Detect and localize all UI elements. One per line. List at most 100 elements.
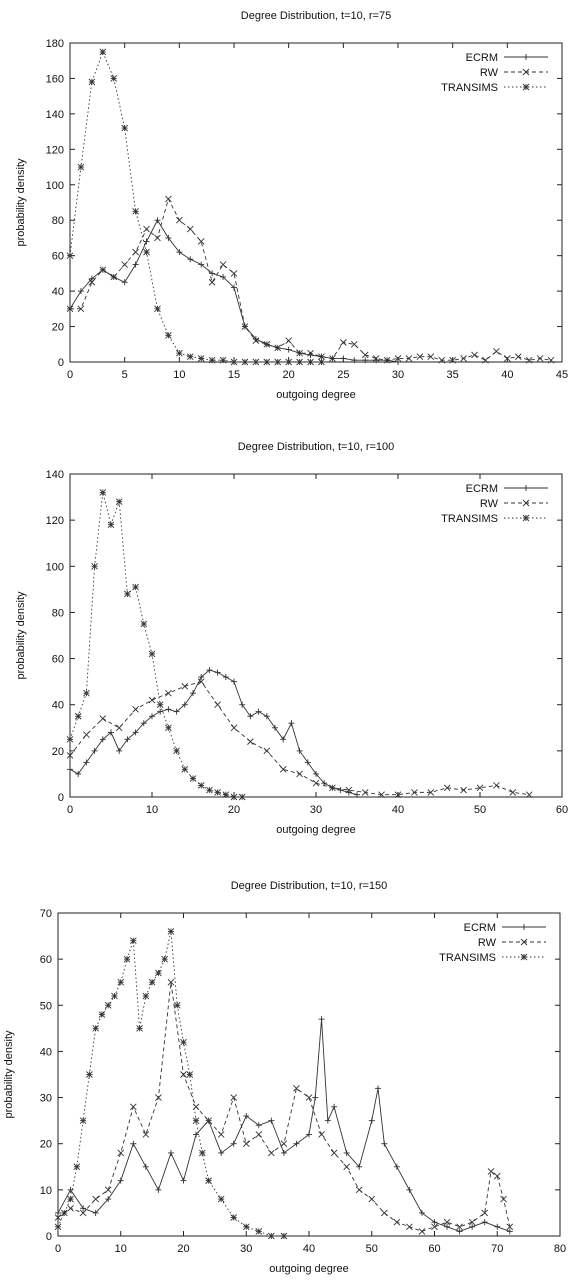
x-tick-label: 45 xyxy=(556,369,568,381)
data-point-rw xyxy=(99,715,107,722)
data-point-ecrm xyxy=(206,667,213,674)
data-point-ecrm xyxy=(375,1085,382,1092)
chart-title: Degree Distribution, t=10, r=100 xyxy=(238,441,395,453)
x-tick-label: 10 xyxy=(173,369,185,381)
data-point-rw xyxy=(285,337,292,345)
legend-marker xyxy=(523,485,529,491)
data-point-rw xyxy=(296,349,303,357)
data-point-ecrm xyxy=(143,238,150,245)
data-point-ecrm xyxy=(67,1186,74,1193)
data-point-rw xyxy=(180,1071,187,1078)
data-point-rw xyxy=(255,1131,263,1138)
data-point-rw xyxy=(268,1149,275,1157)
x-tick-label: 0 xyxy=(55,1243,61,1255)
data-point-ecrm xyxy=(263,713,270,720)
data-point-ecrm xyxy=(354,791,360,798)
x-tick-label: 10 xyxy=(115,1243,127,1255)
data-point-ecrm xyxy=(198,674,205,681)
y-tick-label: 80 xyxy=(52,607,64,619)
data-point-transims xyxy=(173,1001,181,1009)
y-tick-label: 20 xyxy=(40,1139,52,1151)
data-point-rw xyxy=(247,738,254,745)
data-point-transims xyxy=(230,793,238,801)
data-point-ecrm xyxy=(77,288,84,295)
data-point-rw xyxy=(438,356,446,364)
data-point-rw xyxy=(142,1131,150,1138)
data-point-rw xyxy=(104,1186,112,1194)
data-point-rw xyxy=(205,1117,212,1124)
data-point-ecrm xyxy=(190,690,196,697)
data-point-rw xyxy=(165,195,172,203)
data-point-transims xyxy=(91,562,98,570)
x-tick-label: 50 xyxy=(474,804,486,816)
data-point-rw xyxy=(340,339,347,346)
data-point-transims xyxy=(186,1071,194,1078)
data-point-ecrm xyxy=(239,701,246,708)
x-tick-label: 60 xyxy=(556,804,568,816)
data-point-ecrm xyxy=(351,357,358,364)
data-point-rw xyxy=(427,353,435,361)
y-tick-label: 60 xyxy=(52,654,64,666)
data-point-rw xyxy=(252,337,260,345)
data-point-rw xyxy=(318,1131,325,1138)
data-point-rw xyxy=(482,356,489,364)
data-point-transims xyxy=(167,928,175,935)
data-point-rw xyxy=(242,1140,250,1148)
legend-marker xyxy=(520,938,528,946)
data-point-ecrm xyxy=(165,234,172,241)
data-point-ecrm xyxy=(214,669,221,676)
plot-frame xyxy=(69,42,563,363)
data-point-ecrm xyxy=(99,736,106,743)
series-transims xyxy=(54,928,288,1240)
legend-label: TRANSIMS xyxy=(441,82,498,94)
series-line-transims xyxy=(69,492,243,798)
data-point-ecrm xyxy=(306,1131,312,1138)
x-tick-label: 60 xyxy=(428,1243,440,1255)
chart-r150: Degree Distribution, t=10, r=150 0 10 20 30 4… xyxy=(0,858,572,1287)
data-point-rw xyxy=(481,1209,489,1217)
legend-label: RW xyxy=(478,937,497,949)
y-tick-label: 0 xyxy=(58,792,64,804)
data-point-ecrm xyxy=(55,1209,61,1216)
legend-marker xyxy=(521,924,527,930)
data-point-ecrm xyxy=(418,1209,425,1216)
data-point-transims xyxy=(268,1232,275,1240)
series-rw xyxy=(54,978,514,1235)
data-point-ecrm xyxy=(180,1177,187,1184)
data-point-rw xyxy=(416,353,424,361)
data-point-ecrm xyxy=(140,720,147,727)
data-point-rw xyxy=(312,779,320,787)
data-point-transims xyxy=(77,163,85,171)
x-tick-label: 40 xyxy=(303,1243,315,1255)
y-tick-label: 40 xyxy=(40,1046,52,1058)
data-point-transims xyxy=(155,969,162,977)
data-point-transims xyxy=(263,358,271,366)
legend-label: TRANSIMS xyxy=(441,513,498,525)
data-point-transims xyxy=(208,356,216,364)
y-tick-label: 140 xyxy=(46,109,64,121)
data-point-transims xyxy=(111,992,118,1000)
legend-label: TRANSIMS xyxy=(439,952,496,964)
series-rw xyxy=(66,678,533,799)
data-point-rw xyxy=(443,784,451,792)
legend-marker xyxy=(522,83,530,91)
x-tick-label: 40 xyxy=(501,369,513,381)
data-point-rw xyxy=(449,356,456,364)
data-point-transims xyxy=(132,208,139,215)
data-point-transims xyxy=(66,736,74,743)
data-point-rw xyxy=(305,1094,313,1101)
data-point-transims xyxy=(230,1214,238,1221)
y-tick-label: 80 xyxy=(52,215,64,227)
data-point-rw xyxy=(468,1218,476,1226)
y-tick-label: 40 xyxy=(52,700,64,712)
data-point-ecrm xyxy=(173,708,180,715)
chart-title: Degree Distribution, t=10, r=75 xyxy=(241,10,391,22)
x-tick-label: 20 xyxy=(177,1243,189,1255)
data-point-transims xyxy=(206,786,213,794)
data-point-ecrm xyxy=(340,355,347,362)
data-point-rw xyxy=(132,248,139,256)
data-point-rw xyxy=(504,355,511,362)
data-point-rw xyxy=(368,1195,376,1203)
legend-marker xyxy=(520,953,528,961)
data-point-rw xyxy=(263,747,271,755)
